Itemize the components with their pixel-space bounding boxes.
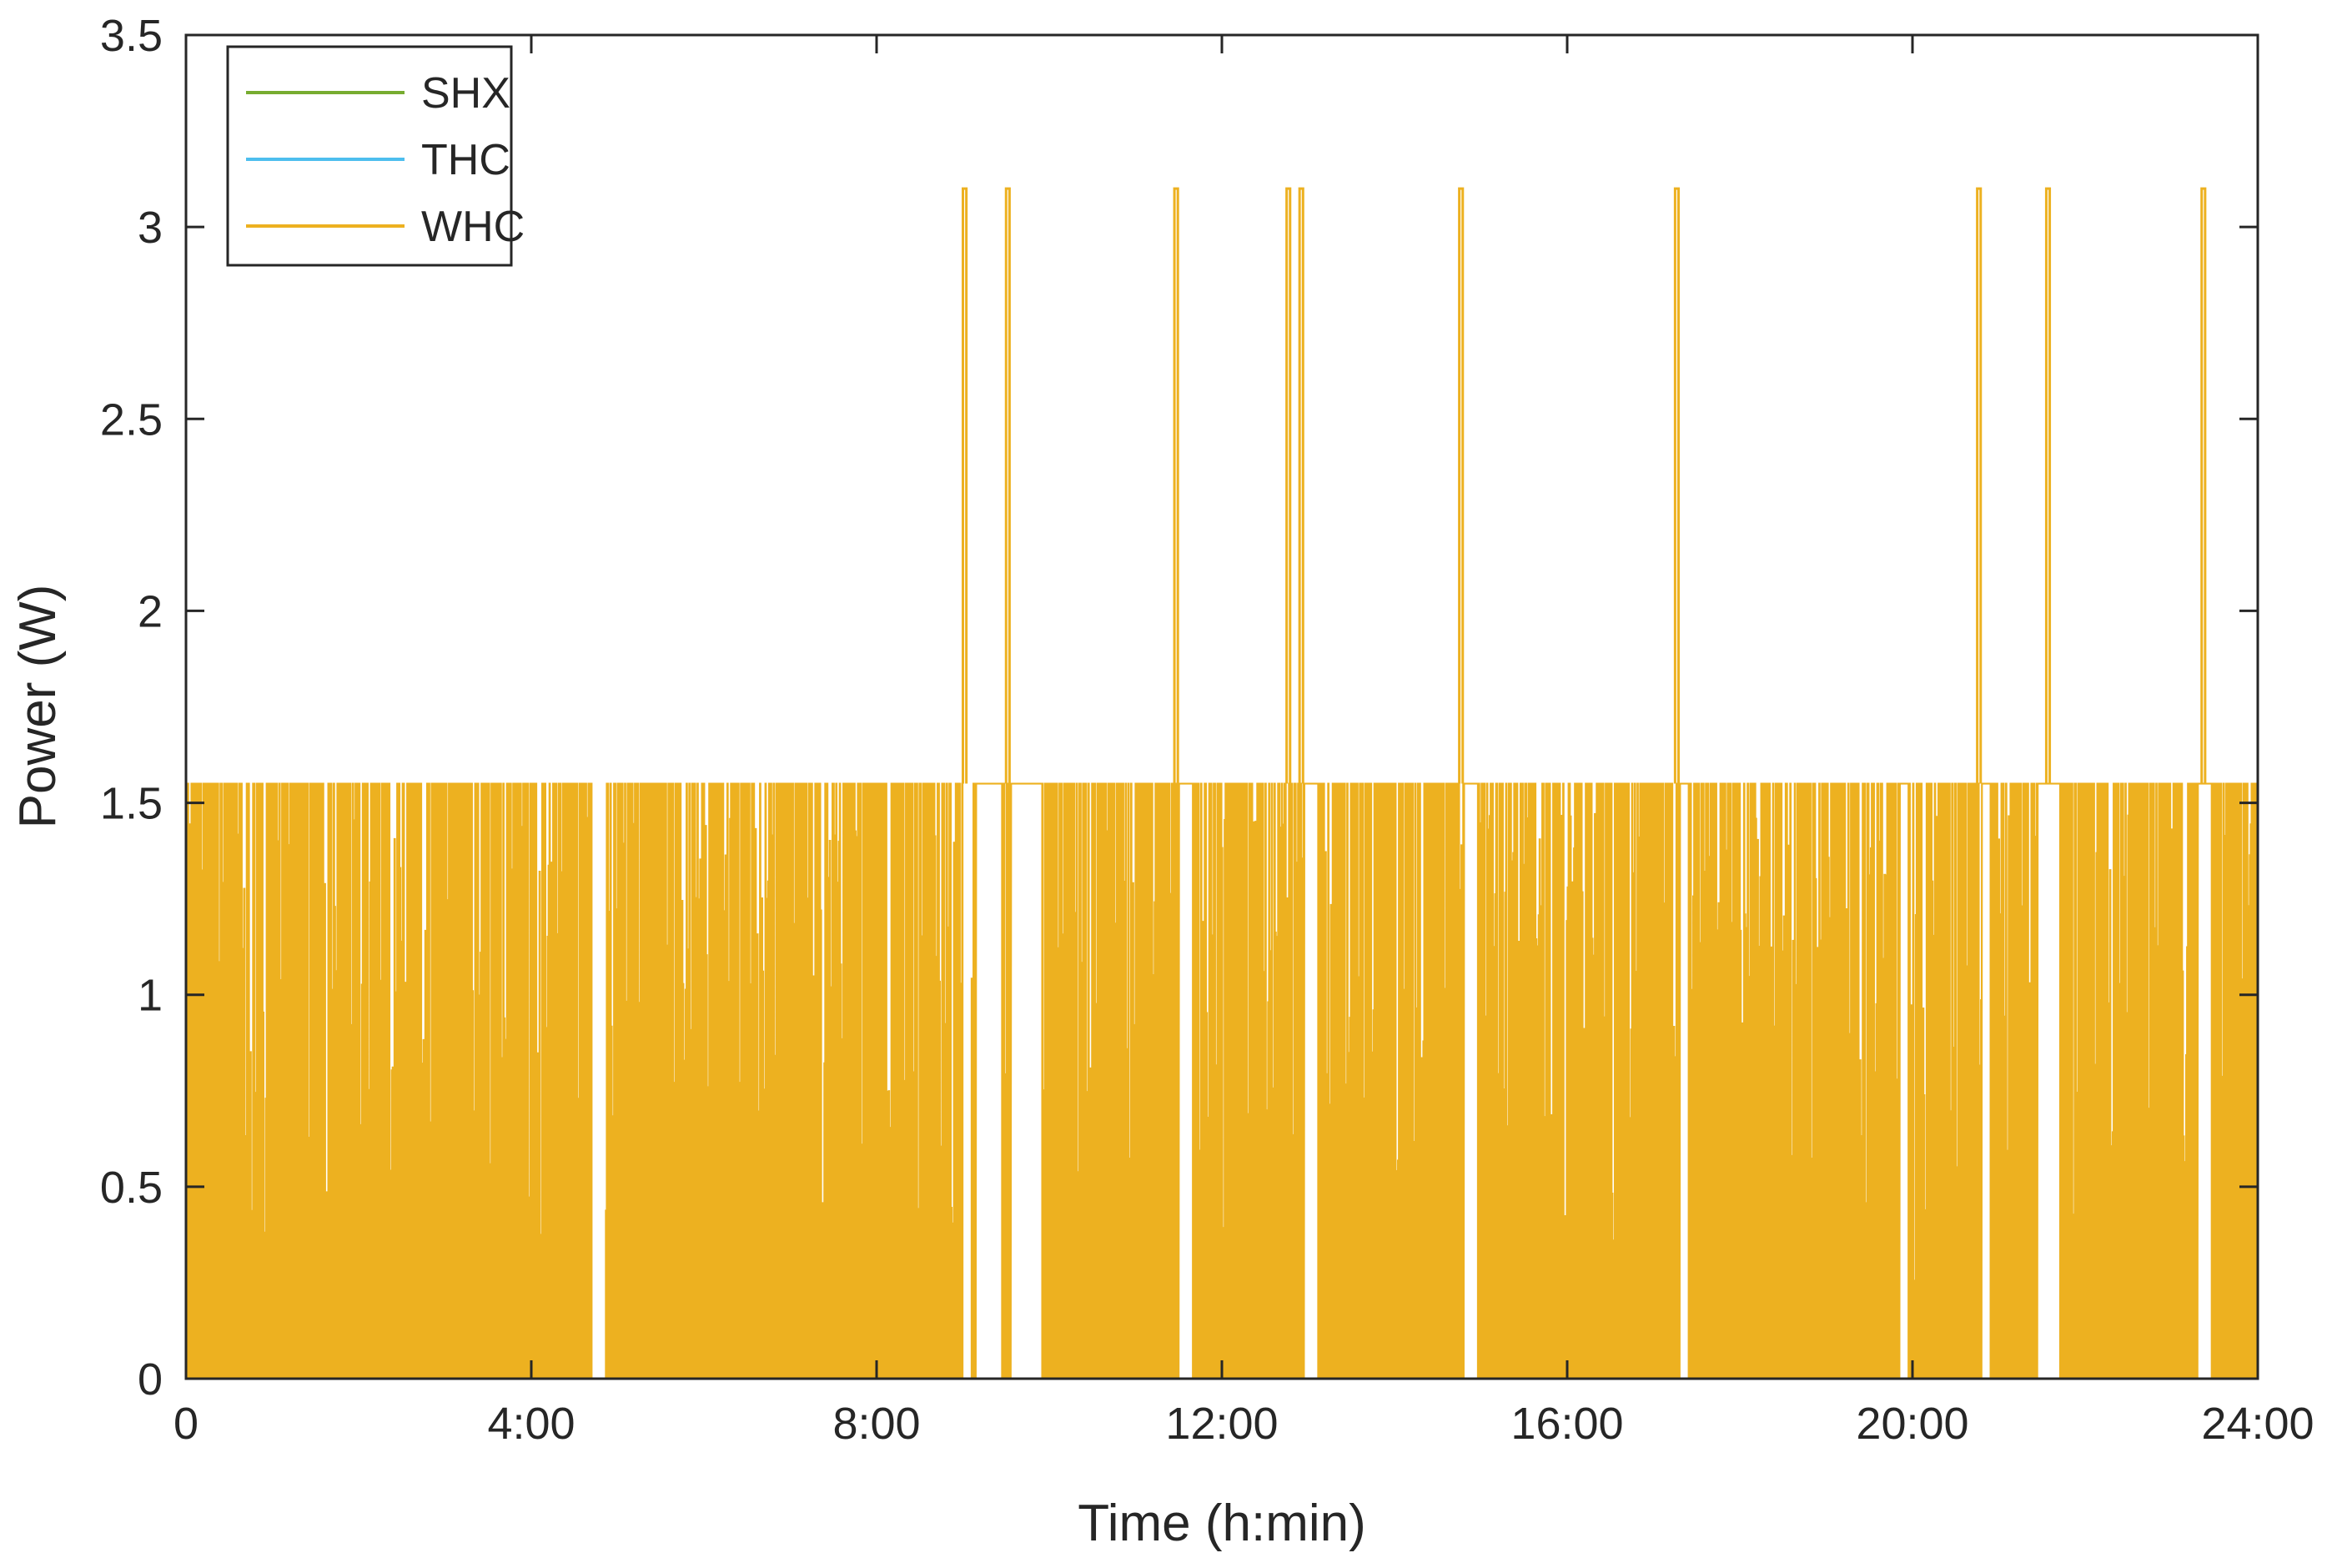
y-tick-label: 2.5 xyxy=(100,395,163,445)
x-tick-label: 4:00 xyxy=(487,1399,575,1449)
y-tick-label: 3.5 xyxy=(100,11,163,61)
whc-peak-1 xyxy=(962,187,968,784)
y-tick-label: 3 xyxy=(138,203,163,253)
whc-peak-3 xyxy=(1173,187,1179,784)
y-tick-label: 0.5 xyxy=(100,1163,163,1213)
legend: SHX THC WHC xyxy=(226,45,525,267)
whc-peak-5 xyxy=(1298,187,1304,784)
y-tick-label: 0 xyxy=(138,1354,163,1405)
whc-peak-10 xyxy=(2200,187,2207,784)
y-tick-label: 2 xyxy=(138,586,163,636)
x-tick-label: 16:00 xyxy=(1510,1399,1623,1449)
x-tick-label: 8:00 xyxy=(832,1399,920,1449)
x-tick-label: 24:00 xyxy=(2201,1399,2314,1449)
x-tick-label: 20:00 xyxy=(1856,1399,1968,1449)
series-line-whc xyxy=(184,782,2259,1380)
whc-peak-2 xyxy=(1004,187,1011,784)
whc-peak-6 xyxy=(1458,187,1465,784)
y-tick-label: 1.5 xyxy=(100,779,163,829)
x-axis-label: Time (h:min) xyxy=(1078,1495,1366,1552)
whc-peak-7 xyxy=(1673,187,1681,784)
ticks-layer: 0 4:00 8:00 12:00 16:00 20:00 24:00 0 0.5 1 1.5 2 2.… xyxy=(100,11,2314,1449)
whc-peak-8 xyxy=(1976,187,1983,784)
x-tick-label: 0 xyxy=(173,1399,199,1449)
legend-label-whc: WHC xyxy=(421,203,525,251)
y-axis-label: Power (W) xyxy=(9,585,67,829)
whc-peak-4 xyxy=(1285,187,1292,784)
whc-peak-9 xyxy=(2044,187,2052,784)
legend-label-thc: THC xyxy=(421,136,510,184)
legend-box xyxy=(226,45,513,267)
y-tick-label: 1 xyxy=(138,971,163,1021)
legend-label-shx: SHX xyxy=(421,69,510,118)
x-tick-label: 12:00 xyxy=(1165,1399,1278,1449)
plot-area: 0 4:00 8:00 12:00 16:00 20:00 24:00 0 0.5 1 1.5 2 2.… xyxy=(100,11,2314,1449)
